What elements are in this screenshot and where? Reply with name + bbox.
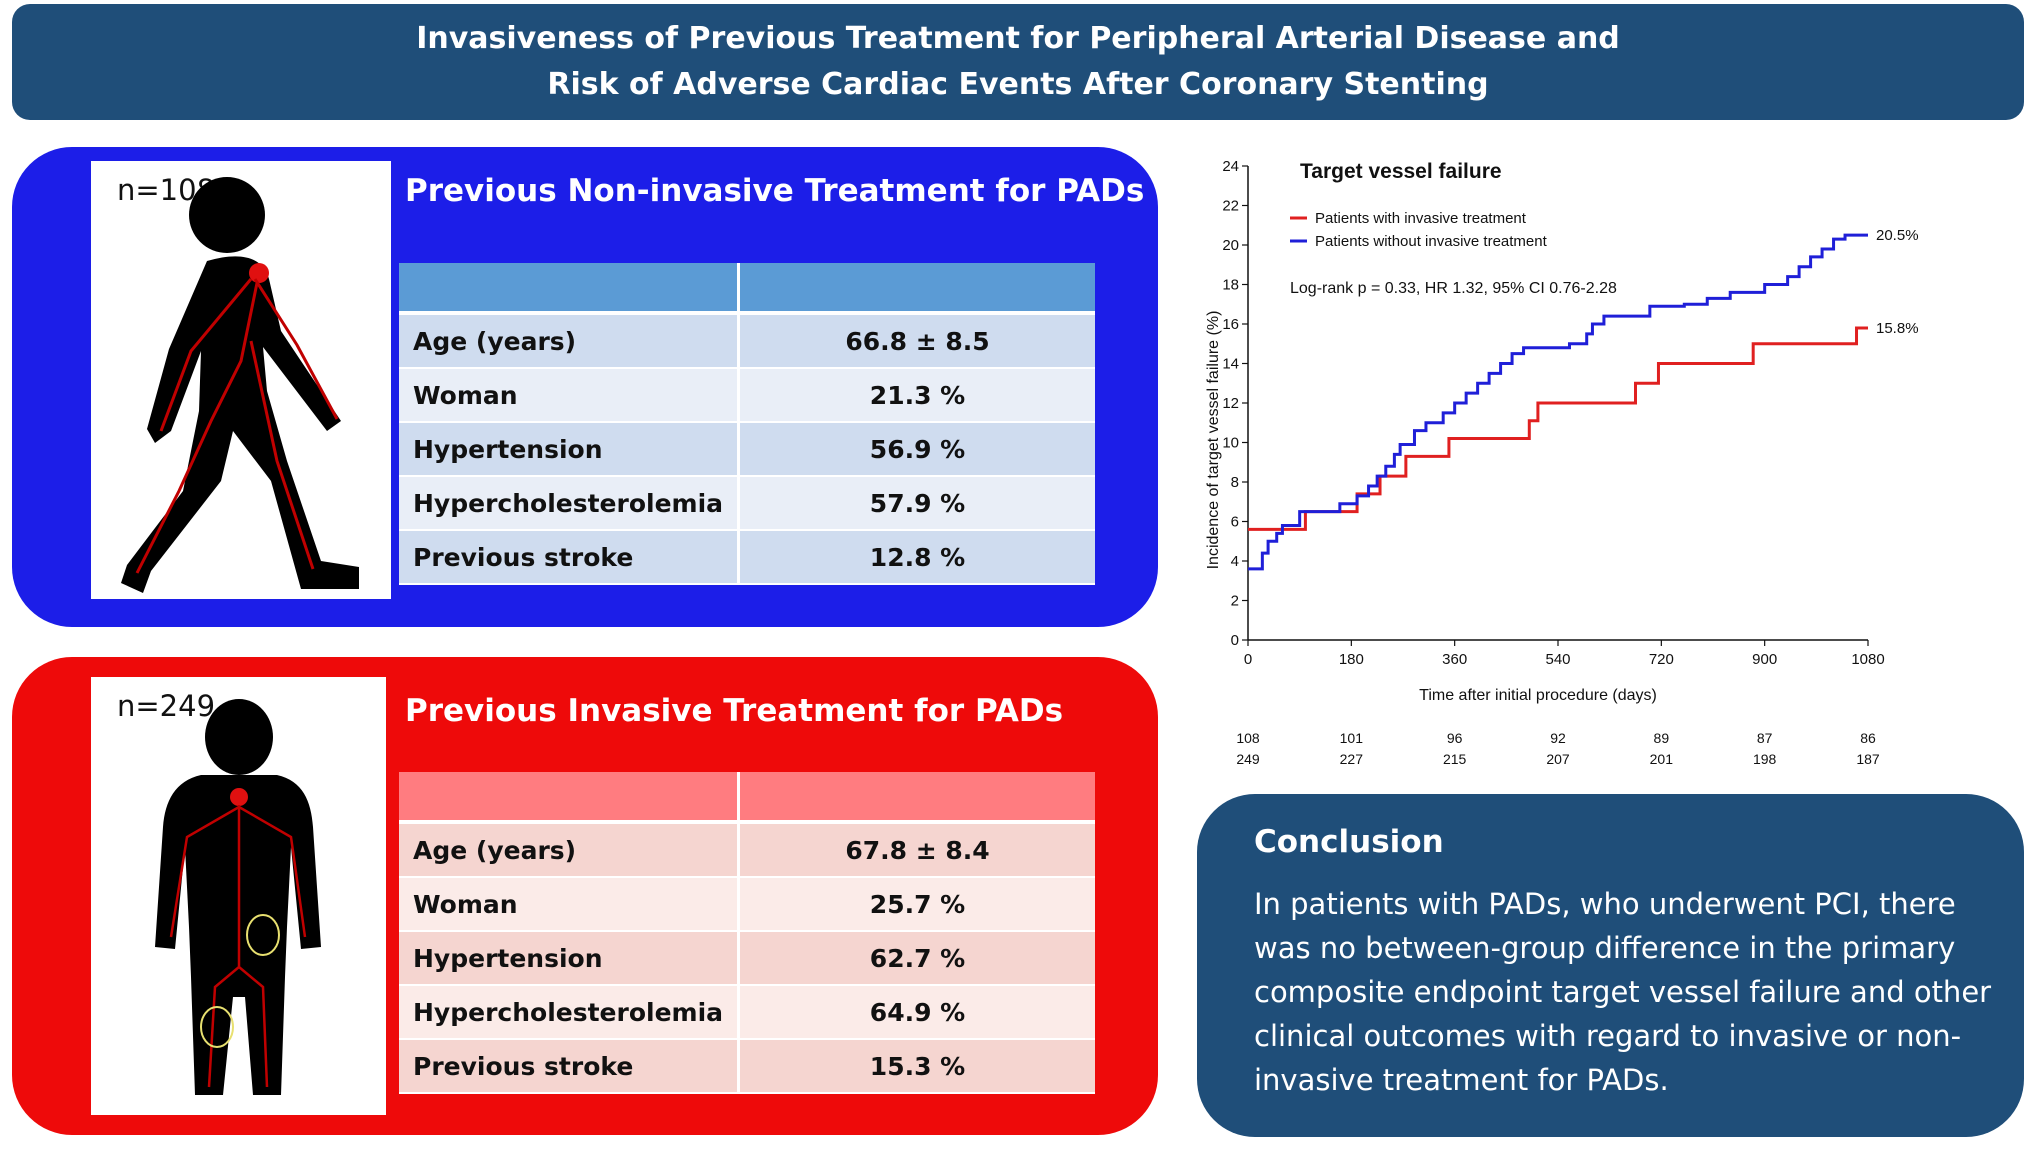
y-tick-label: 10 xyxy=(1222,435,1239,452)
row-value: 56.9 % xyxy=(738,422,1095,477)
header-banner: Invasiveness of Previous Treatment for P… xyxy=(12,4,2024,120)
y-tick-label: 18 xyxy=(1222,277,1239,294)
y-tick-label: 24 xyxy=(1222,158,1239,175)
row-value: 67.8 ± 8.4 xyxy=(738,822,1095,878)
invasive-panel: n=249 Previous Invasive Treatment for PA… xyxy=(12,657,1158,1135)
standing-figure-box: n=249 xyxy=(91,677,386,1115)
row-label: Hypercholesterolemia xyxy=(399,476,741,531)
y-tick-label: 0 xyxy=(1231,632,1239,649)
invasive-table: Age (years) 67.8 ± 8.4 Woman 25.7 % Hype… xyxy=(399,772,1095,1094)
series-line xyxy=(1248,326,1868,531)
at-risk-number: 207 xyxy=(1546,751,1570,767)
standing-person-icon xyxy=(155,699,321,1095)
x-tick-label: 360 xyxy=(1442,651,1467,668)
y-tick-label: 20 xyxy=(1222,237,1239,254)
row-label: Previous stroke xyxy=(399,530,741,585)
x-tick-label: 900 xyxy=(1752,651,1777,668)
y-tick-label: 12 xyxy=(1222,395,1239,412)
table-header-row xyxy=(399,263,1095,315)
y-tick-label: 22 xyxy=(1222,198,1239,215)
x-tick-label: 540 xyxy=(1545,651,1570,668)
at-risk-number: 198 xyxy=(1753,751,1777,767)
row-label: Woman xyxy=(399,368,741,423)
chart-annotation: Log-rank p = 0.33, HR 1.32, 95% CI 0.76-… xyxy=(1290,280,1617,297)
table-row: Hypercholesterolemia 57.9 % xyxy=(399,476,1095,531)
x-axis-label: Time after initial procedure (days) xyxy=(1419,687,1657,704)
walking-figure-box: n=108 xyxy=(91,161,391,599)
title-line-1: Invasiveness of Previous Treatment for P… xyxy=(416,21,1620,56)
at-risk-number: 92 xyxy=(1550,730,1566,746)
table-row: Woman 21.3 % xyxy=(399,368,1095,423)
table-row: Hypercholesterolemia 64.9 % xyxy=(399,985,1095,1040)
legend-label: Patients with invasive treatment xyxy=(1315,210,1527,227)
row-value: 25.7 % xyxy=(738,877,1095,932)
at-risk-number: 86 xyxy=(1860,730,1876,746)
at-risk-number: 249 xyxy=(1236,751,1260,767)
row-value: 62.7 % xyxy=(738,931,1095,986)
row-label: Age (years) xyxy=(399,313,741,369)
noninvasive-panel: n=108 Previous Non-invasive Treatment fo… xyxy=(12,147,1158,627)
tvf-chart: Target vessel failure 0 2 4 6 8 10 12 14 16 18 20 2… xyxy=(1195,140,2025,780)
x-tick-label: 0 xyxy=(1244,651,1252,668)
at-risk-number: 101 xyxy=(1340,730,1364,746)
y-tick-label: 2 xyxy=(1231,593,1239,610)
x-tick-label: 720 xyxy=(1649,651,1674,668)
row-value: 66.8 ± 8.5 xyxy=(738,313,1095,369)
at-risk-number: 108 xyxy=(1236,730,1260,746)
walking-person-icon xyxy=(121,177,359,593)
table-row: Previous stroke 12.8 % xyxy=(399,530,1095,585)
x-tick-label: 1080 xyxy=(1851,651,1884,668)
at-risk-number: 96 xyxy=(1447,730,1463,746)
row-value: 15.3 % xyxy=(738,1039,1095,1094)
at-risk-number: 89 xyxy=(1654,730,1670,746)
legend-label: Patients without invasive treatment xyxy=(1315,233,1548,250)
at-risk-number: 201 xyxy=(1650,751,1674,767)
table-row: Hypertension 62.7 % xyxy=(399,931,1095,986)
series-line xyxy=(1248,233,1868,571)
table-row: Woman 25.7 % xyxy=(399,877,1095,932)
at-risk-number: 187 xyxy=(1856,751,1880,767)
at-risk-number: 87 xyxy=(1757,730,1773,746)
row-value: 21.3 % xyxy=(738,368,1095,423)
y-tick-label: 16 xyxy=(1222,316,1239,333)
row-label: Hypertension xyxy=(399,931,741,986)
table-header-row xyxy=(399,772,1095,824)
noninvasive-table: Age (years) 66.8 ± 8.5 Woman 21.3 % Hype… xyxy=(399,263,1095,585)
tvf-chart-svg: Target vessel failure 024681012141618202… xyxy=(1205,158,1919,767)
y-tick-label: 6 xyxy=(1231,514,1239,531)
conclusion-box: Conclusion In patients with PADs, who un… xyxy=(1197,794,2024,1137)
row-label: Age (years) xyxy=(399,822,741,878)
series-end-label: 20.5% xyxy=(1876,227,1919,244)
table-row: Age (years) 67.8 ± 8.4 xyxy=(399,822,1095,878)
at-risk-number: 227 xyxy=(1340,751,1364,767)
conclusion-text: In patients with PADs, who underwent PCI… xyxy=(1254,887,1992,1097)
table-row: Hypertension 56.9 % xyxy=(399,422,1095,477)
row-value: 12.8 % xyxy=(738,530,1095,585)
row-value: 57.9 % xyxy=(738,476,1095,531)
row-label: Hypertension xyxy=(399,422,741,477)
row-label: Hypercholesterolemia xyxy=(399,985,741,1040)
noninvasive-title: Previous Non-invasive Treatment for PADs xyxy=(405,173,1145,209)
table-row: Age (years) 66.8 ± 8.5 xyxy=(399,313,1095,369)
x-tick-label: 180 xyxy=(1339,651,1364,668)
row-value: 64.9 % xyxy=(738,985,1095,1040)
row-label: Previous stroke xyxy=(399,1039,741,1094)
series-end-label: 15.8% xyxy=(1876,320,1919,337)
title-line-2: Risk of Adverse Cardiac Events After Cor… xyxy=(547,67,1489,102)
row-label: Woman xyxy=(399,877,741,932)
y-tick-label: 14 xyxy=(1222,356,1239,373)
y-axis-label: Incidence of target vessel failure (%) xyxy=(1205,311,1222,570)
at-risk-number: 215 xyxy=(1443,751,1467,767)
chart-title: Target vessel failure xyxy=(1300,160,1502,183)
invasive-title: Previous Invasive Treatment for PADs xyxy=(405,693,1064,729)
table-row: Previous stroke 15.3 % xyxy=(399,1039,1095,1094)
y-tick-label: 4 xyxy=(1231,553,1239,570)
invasive-n-label: n=249 xyxy=(117,689,216,723)
conclusion-title: Conclusion xyxy=(1254,824,1444,860)
y-tick-label: 8 xyxy=(1231,474,1239,491)
